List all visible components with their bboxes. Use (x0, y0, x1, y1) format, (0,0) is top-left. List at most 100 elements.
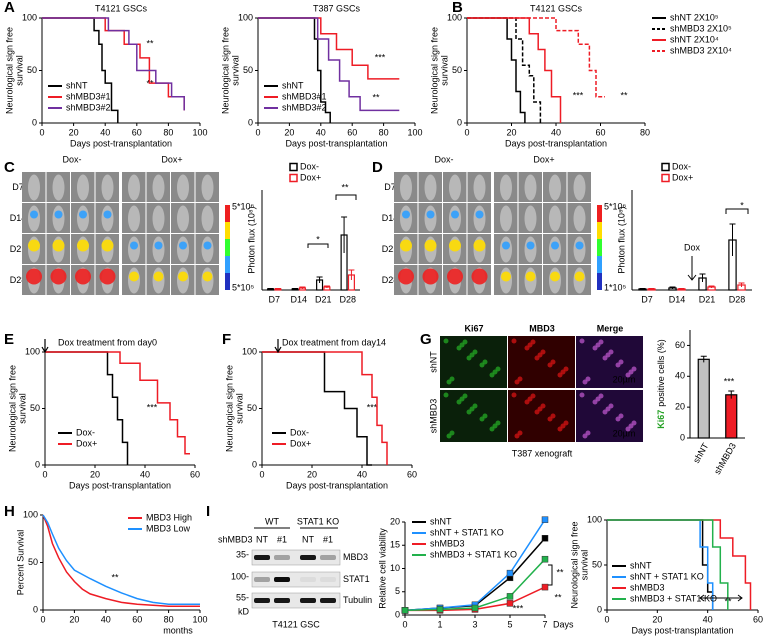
x-tick-label: D28 (339, 294, 356, 304)
signal (551, 241, 559, 250)
column-label: Dox- (62, 154, 81, 164)
x-tick-label: 7 (542, 619, 547, 629)
legend-label: shNT + STAT1 KO (630, 571, 704, 581)
annotation: ** (554, 592, 562, 602)
x-tick-label: 60 (595, 127, 605, 137)
y-tick-label: 100 (587, 514, 602, 524)
column-label: Merge (597, 323, 624, 333)
x-tick-label: 0 (464, 127, 469, 137)
band (254, 577, 270, 582)
signal (550, 271, 560, 282)
x-tick-label: 20 (652, 614, 662, 624)
signal (30, 210, 38, 219)
signal (402, 210, 410, 219)
annotation: *** (375, 52, 386, 62)
panel-letter: G (420, 331, 432, 348)
x-tick-label: shNT (691, 441, 711, 465)
row-label: D7 (384, 182, 396, 192)
row-label: shMBD3 (218, 534, 253, 544)
arrow (274, 339, 282, 354)
annotation: * (316, 234, 320, 244)
mouse-body (52, 174, 65, 201)
mouse-body (473, 174, 486, 201)
column-label: Ki67 (464, 323, 483, 333)
annotation: ** (620, 90, 628, 100)
nucleus (530, 393, 536, 399)
mouse-body (28, 174, 40, 201)
error-bar (348, 269, 355, 280)
point (506, 600, 514, 607)
nucleus (495, 420, 501, 426)
error-bar (699, 273, 706, 282)
bracket (725, 208, 749, 214)
legend-label: shNT + STAT1 KO (430, 527, 504, 537)
legend-label: shMBD3#2 (66, 102, 111, 112)
colorbar (597, 256, 602, 273)
error-bar (292, 288, 299, 290)
caption: T4121 GSC (272, 619, 320, 629)
signal (451, 210, 459, 219)
signal (574, 271, 585, 282)
band (274, 577, 290, 582)
x-tick-label: 0 (42, 469, 47, 479)
y-axis-label: Ki67 positive cells (%) (656, 339, 666, 429)
bar (725, 394, 738, 439)
nucleus (462, 339, 468, 345)
y-axis-label: Neurological sign free (429, 27, 439, 114)
error-bar (316, 276, 323, 283)
mouse-body (424, 174, 437, 201)
x-tick-label: 20 (69, 127, 79, 137)
band (320, 598, 336, 603)
x-tick-label: 40 (100, 127, 110, 137)
protein-label: STAT1 (343, 574, 370, 584)
error-bar (700, 355, 707, 363)
legend-swatch (289, 162, 298, 172)
colorbar (597, 239, 602, 256)
signal (203, 241, 212, 250)
x-tick-label: 60 (347, 127, 357, 137)
legend-label: shNT 2X10⁵ (670, 12, 719, 22)
mouse-body (177, 174, 189, 201)
y-tick-label: 20 (390, 516, 400, 526)
x-axis-label: Days post-transplantation (631, 625, 733, 635)
x-tick-label: 20 (69, 614, 79, 624)
nucleus (585, 376, 591, 382)
nucleus (540, 403, 546, 409)
row-label: D21 (382, 244, 399, 254)
signal (101, 239, 114, 252)
nucleus (631, 366, 637, 372)
point (471, 604, 479, 612)
band (274, 598, 290, 603)
nucleus (462, 393, 468, 399)
legend-label: shMBD3#1 (282, 91, 327, 101)
mouse-body (101, 174, 114, 201)
legend-label: shMBD3#2 (282, 102, 327, 112)
colorbar (225, 222, 230, 239)
x-tick-label: 80 (164, 614, 174, 624)
x-tick-label: 40 (703, 614, 713, 624)
row-label: D14 (10, 213, 27, 223)
error-bar (669, 286, 676, 289)
x-tick-label: 20 (506, 127, 516, 137)
row-label: D28 (382, 275, 399, 285)
band (320, 555, 336, 560)
point (541, 516, 549, 523)
marker-label: kD (238, 606, 250, 616)
y-tick-label: 0 (457, 117, 462, 127)
panel-letter: A (4, 0, 15, 16)
x-tick-label: 0 (259, 469, 264, 479)
survival-curve (262, 351, 388, 465)
column-label: Dox+ (533, 154, 554, 164)
colorbar-label: 5*10⁵ (232, 282, 255, 292)
error-bar (738, 282, 745, 287)
signal (75, 268, 91, 285)
nucleus (530, 339, 536, 345)
x-tick-label: 40 (551, 127, 561, 137)
point (506, 569, 514, 577)
arrow (41, 339, 49, 354)
panel-letter: D (372, 159, 383, 176)
bracket (307, 194, 357, 248)
annotation: ** (372, 92, 380, 102)
panel-letter: H (4, 503, 15, 520)
error-bar (728, 390, 735, 399)
